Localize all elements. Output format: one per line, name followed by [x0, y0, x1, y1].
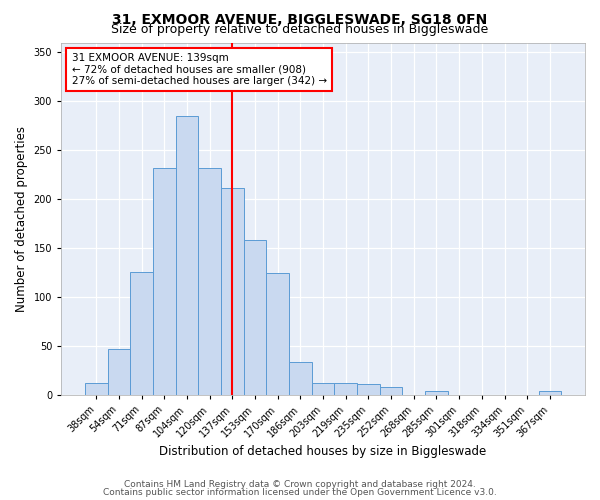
Text: Contains HM Land Registry data © Crown copyright and database right 2024.: Contains HM Land Registry data © Crown c…: [124, 480, 476, 489]
Text: Contains public sector information licensed under the Open Government Licence v3: Contains public sector information licen…: [103, 488, 497, 497]
Bar: [153, 168, 176, 395]
Text: 31, EXMOOR AVENUE, BIGGLESWADE, SG18 0FN: 31, EXMOOR AVENUE, BIGGLESWADE, SG18 0FN: [112, 12, 488, 26]
Bar: [425, 391, 448, 395]
Bar: [334, 383, 357, 395]
Bar: [380, 387, 403, 395]
Bar: [266, 272, 289, 395]
Bar: [221, 188, 244, 395]
Text: Size of property relative to detached houses in Biggleswade: Size of property relative to detached ho…: [112, 22, 488, 36]
Bar: [539, 391, 561, 395]
Bar: [289, 362, 312, 395]
Bar: [357, 384, 380, 395]
Bar: [312, 383, 334, 395]
Y-axis label: Number of detached properties: Number of detached properties: [15, 126, 28, 312]
X-axis label: Distribution of detached houses by size in Biggleswade: Distribution of detached houses by size …: [160, 444, 487, 458]
Bar: [85, 383, 107, 395]
Bar: [107, 349, 130, 395]
Bar: [176, 116, 199, 395]
Bar: [199, 168, 221, 395]
Text: 31 EXMOOR AVENUE: 139sqm
← 72% of detached houses are smaller (908)
27% of semi-: 31 EXMOOR AVENUE: 139sqm ← 72% of detach…: [71, 53, 327, 86]
Bar: [244, 240, 266, 395]
Bar: [130, 272, 153, 395]
